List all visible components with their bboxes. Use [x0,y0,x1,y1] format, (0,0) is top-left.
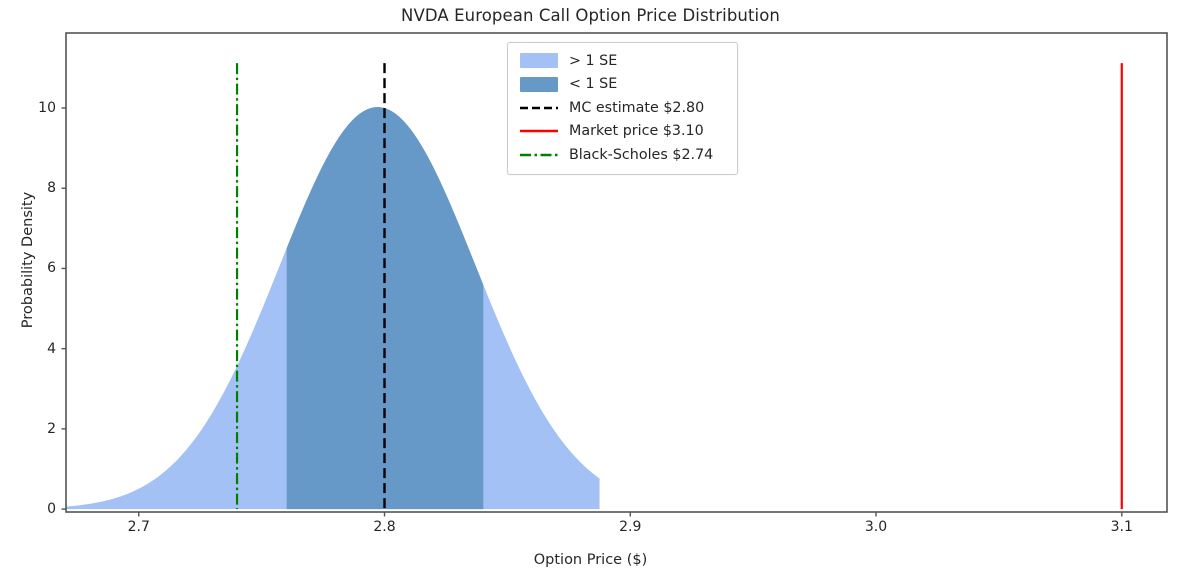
y-tick-label: 2 [47,420,56,437]
legend-item-label: Market price $3.10 [569,123,704,140]
legend-patch-key [517,73,561,96]
legend-patch-key [517,49,561,72]
legend-item: Black-Scholes $2.74 [517,143,728,167]
y-tick-label: 10 [38,100,56,116]
x-axis-label: Option Price ($) [533,552,648,568]
reference-lines [235,63,1123,510]
x-tick-label: 2.7 [127,519,150,535]
legend-patch-icon [520,76,558,92]
axis-tickmarks [61,107,1123,517]
legend-item: Market price $3.10 [517,120,728,144]
x-tick-label: 2.9 [619,519,642,535]
x-tick-label: 3.0 [864,519,888,535]
legend-patch-icon [520,53,558,69]
x-tick-label: 3.1 [1110,519,1133,535]
axis-spines [65,32,1168,513]
y-tick-label: 8 [47,180,56,197]
legend-item: MC estimate $2.80 [517,96,728,120]
legend-line-key [517,143,561,166]
legend-line-icon [520,153,558,156]
x-tick-label: 2.8 [373,519,396,535]
y-tick-label: 0 [47,501,56,518]
y-tick-label: 6 [47,260,56,277]
chart-title: NVDA European Call Option Price Distribu… [401,6,780,25]
y-tick-label: 4 [47,340,56,357]
legend-line-icon [520,130,558,133]
legend-item: > 1 SE [517,49,728,73]
legend-item-label: < 1 SE [569,76,618,93]
legend-item-label: > 1 SE [569,52,618,69]
chart-legend: > 1 SE < 1 SE MC estimate $2.80 Market pric… [507,42,738,175]
legend-line-icon [520,106,558,109]
legend-line-key [517,120,561,143]
legend-line-key [517,96,561,119]
legend-item-label: Black-Scholes $2.74 [569,146,714,163]
legend-item: < 1 SE [517,73,728,97]
y-axis-label: Probability Density [20,191,36,329]
legend-item-label: MC estimate $2.80 [569,99,705,116]
